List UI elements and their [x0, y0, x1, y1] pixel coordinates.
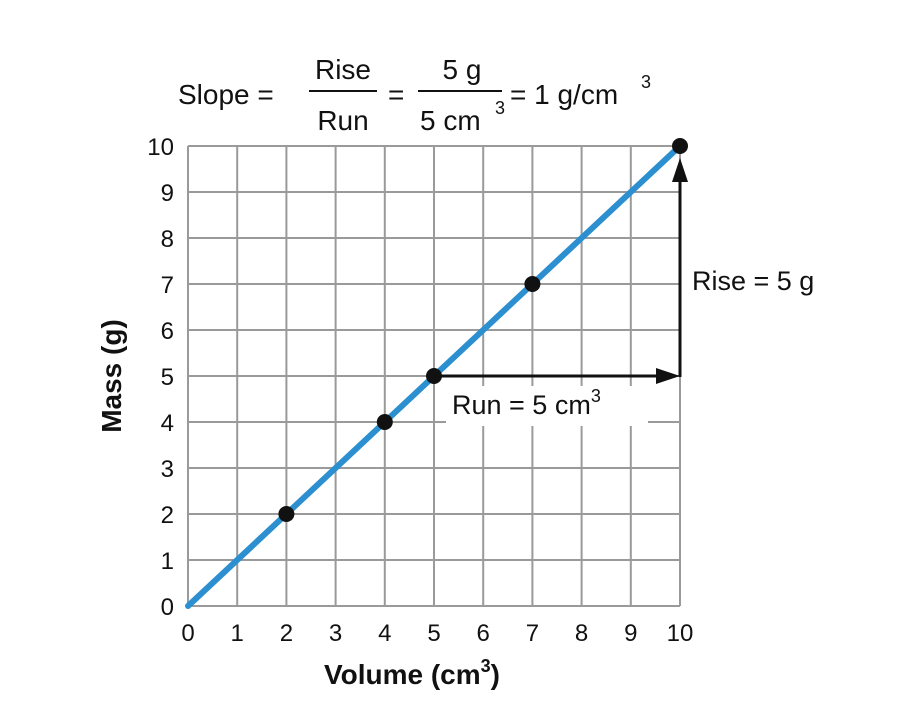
x-tick-label: 5 — [427, 620, 440, 647]
y-tick-label: 3 — [161, 456, 174, 483]
tick-labels: 0 1 2 3 4 5 6 7 8 9 10 0 1 2 3 4 5 6 7 8 9 10 — [147, 134, 693, 647]
equation-lhs: Slope = — [178, 79, 274, 110]
data-point — [524, 276, 541, 292]
equation-volume-denominator: 5 cm — [420, 105, 481, 136]
y-tick-label: 0 — [161, 594, 174, 621]
x-tick-label: 4 — [378, 620, 391, 647]
data-point — [426, 368, 442, 384]
x-tick-label: 8 — [575, 620, 588, 647]
y-tick-label: 1 — [161, 548, 174, 575]
x-axis-label: Volume (cm3) — [324, 656, 500, 690]
equation-denominator-superscript: 3 — [495, 98, 505, 118]
run-label-background — [446, 386, 648, 426]
data-point — [278, 506, 295, 522]
data-point — [672, 138, 688, 154]
run-label: Run = 5 cm3 — [452, 386, 601, 420]
y-tick-label: 2 — [161, 502, 174, 529]
equation-run-denominator: Run — [317, 105, 368, 136]
rise-label: Rise = 5 g — [692, 266, 814, 296]
y-tick-label: 9 — [161, 180, 174, 207]
equation-rise-numerator: Rise — [315, 54, 371, 85]
rise-label-background — [688, 262, 848, 298]
y-axis-label: Mass (g) — [96, 319, 127, 433]
equation-result: = 1 g/cm — [510, 79, 618, 110]
x-tick-label: 1 — [231, 620, 244, 647]
data-marks — [185, 138, 688, 609]
x-tick-label: 6 — [477, 620, 490, 647]
x-tick-label: 2 — [280, 620, 293, 647]
y-tick-label: 10 — [147, 134, 174, 161]
slope-equation: Slope = Rise Run = 5 g 5 cm 3 = 1 g/cm 3 — [178, 54, 651, 136]
y-tick-label: 7 — [161, 272, 174, 299]
equation-mass-numerator: 5 g — [443, 54, 482, 85]
x-tick-label: 9 — [624, 620, 637, 647]
x-tick-label: 0 — [181, 620, 194, 647]
rise-arrow-head — [672, 158, 688, 182]
data-point — [376, 414, 393, 430]
equation-equals: = — [388, 79, 404, 110]
y-tick-label: 6 — [161, 318, 174, 345]
x-tick-label: 10 — [667, 620, 694, 647]
equation-result-superscript: 3 — [641, 72, 651, 92]
y-tick-label: 4 — [161, 410, 174, 437]
y-tick-label: 8 — [161, 226, 174, 253]
x-tick-label: 7 — [526, 620, 539, 647]
y-tick-label: 5 — [161, 364, 174, 391]
run-arrow-head — [656, 368, 680, 384]
x-tick-label: 3 — [329, 620, 342, 647]
